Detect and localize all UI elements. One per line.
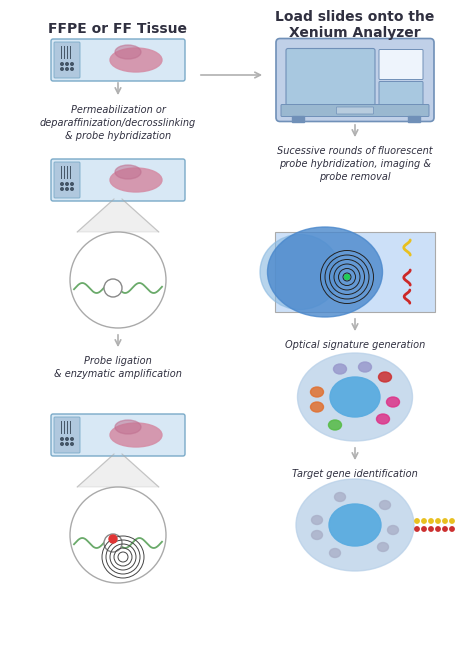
FancyBboxPatch shape	[276, 39, 434, 121]
Circle shape	[61, 188, 64, 191]
Circle shape	[66, 183, 68, 185]
Circle shape	[70, 487, 166, 583]
Circle shape	[66, 68, 68, 70]
Circle shape	[71, 438, 73, 441]
Polygon shape	[77, 454, 159, 487]
FancyBboxPatch shape	[337, 107, 374, 114]
Ellipse shape	[358, 362, 372, 372]
Circle shape	[450, 519, 454, 523]
Circle shape	[422, 519, 426, 523]
Circle shape	[71, 183, 73, 185]
Ellipse shape	[334, 364, 346, 374]
Circle shape	[443, 526, 447, 531]
Circle shape	[71, 443, 73, 445]
Circle shape	[61, 183, 64, 185]
Ellipse shape	[110, 423, 162, 447]
Ellipse shape	[115, 45, 141, 59]
Circle shape	[104, 534, 122, 552]
Ellipse shape	[115, 420, 141, 434]
FancyBboxPatch shape	[54, 42, 80, 78]
Polygon shape	[77, 199, 159, 232]
Circle shape	[443, 519, 447, 523]
Ellipse shape	[386, 397, 400, 407]
Circle shape	[66, 188, 68, 191]
Circle shape	[436, 519, 440, 523]
Circle shape	[61, 443, 64, 445]
Ellipse shape	[328, 420, 341, 430]
Ellipse shape	[110, 168, 162, 192]
Text: Sucessive rounds of fluorescent
probe hybridization, imaging &
probe removal: Sucessive rounds of fluorescent probe hy…	[277, 146, 433, 182]
Circle shape	[450, 526, 454, 531]
Circle shape	[70, 232, 166, 328]
Ellipse shape	[335, 492, 346, 501]
Ellipse shape	[330, 377, 380, 417]
Circle shape	[71, 188, 73, 191]
Ellipse shape	[379, 372, 392, 382]
Circle shape	[61, 438, 64, 441]
Circle shape	[422, 526, 426, 531]
Ellipse shape	[329, 548, 340, 557]
Ellipse shape	[260, 234, 340, 309]
Ellipse shape	[310, 402, 323, 412]
Ellipse shape	[377, 543, 389, 552]
FancyBboxPatch shape	[51, 414, 185, 456]
Text: FFPE or FF Tissue: FFPE or FF Tissue	[48, 22, 188, 36]
Circle shape	[61, 63, 64, 65]
Ellipse shape	[298, 353, 412, 441]
Ellipse shape	[311, 530, 322, 539]
Circle shape	[61, 68, 64, 70]
Circle shape	[66, 443, 68, 445]
FancyBboxPatch shape	[51, 39, 185, 81]
Ellipse shape	[296, 479, 414, 571]
Text: Optical signature generation: Optical signature generation	[285, 340, 425, 350]
Circle shape	[345, 275, 349, 280]
Ellipse shape	[267, 227, 383, 317]
Text: Target gene identification: Target gene identification	[292, 469, 418, 479]
Circle shape	[104, 279, 122, 297]
Text: Permeabilization or
deparaffinization/decrosslinking
& probe hybridization: Permeabilization or deparaffinization/de…	[40, 105, 196, 141]
Ellipse shape	[329, 504, 381, 546]
Circle shape	[436, 526, 440, 531]
FancyBboxPatch shape	[54, 162, 80, 198]
Ellipse shape	[311, 516, 322, 525]
Text: Load slides onto the
Xenium Analyzer: Load slides onto the Xenium Analyzer	[275, 10, 435, 40]
Circle shape	[66, 438, 68, 441]
Ellipse shape	[115, 165, 141, 179]
Ellipse shape	[110, 48, 162, 72]
FancyBboxPatch shape	[281, 105, 429, 116]
Bar	[275, 232, 435, 312]
Ellipse shape	[388, 525, 399, 534]
Bar	[408, 116, 420, 121]
Ellipse shape	[376, 414, 390, 424]
Circle shape	[429, 526, 433, 531]
Text: Probe ligation
& enzymatic amplification: Probe ligation & enzymatic amplification	[54, 356, 182, 379]
Ellipse shape	[310, 387, 323, 397]
Bar	[292, 116, 304, 121]
Ellipse shape	[380, 501, 391, 510]
Circle shape	[415, 526, 419, 531]
Circle shape	[71, 63, 73, 65]
Circle shape	[71, 68, 73, 70]
FancyBboxPatch shape	[54, 417, 80, 453]
Circle shape	[415, 519, 419, 523]
Circle shape	[109, 535, 117, 543]
Circle shape	[66, 63, 68, 65]
FancyBboxPatch shape	[379, 81, 423, 105]
Circle shape	[429, 519, 433, 523]
FancyBboxPatch shape	[379, 50, 423, 79]
FancyBboxPatch shape	[286, 48, 375, 105]
FancyBboxPatch shape	[51, 159, 185, 201]
